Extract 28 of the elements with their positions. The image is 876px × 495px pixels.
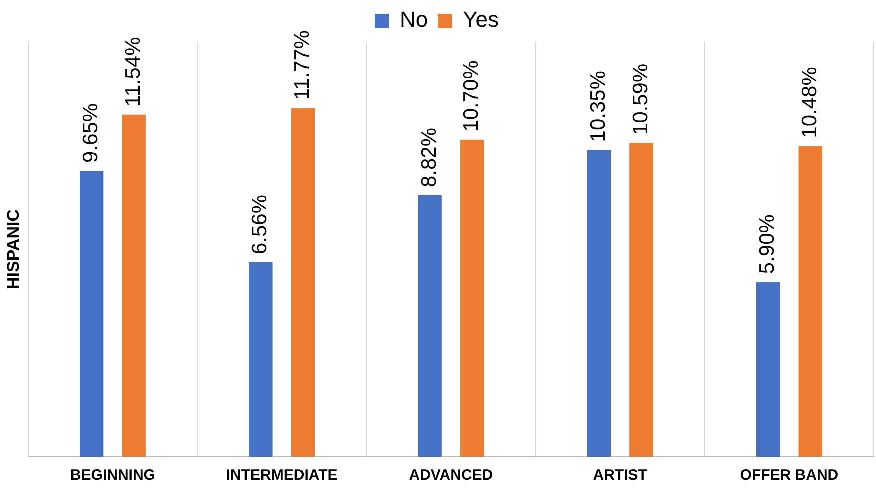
- bar: [460, 140, 484, 457]
- bar: [798, 146, 822, 457]
- legend-label: Yes: [463, 7, 500, 32]
- bar: [291, 108, 316, 457]
- legend-label: No: [400, 7, 428, 32]
- x-tick-label: INTERMEDIATE: [226, 467, 338, 484]
- bar: [630, 143, 654, 457]
- data-label: 5.90%: [756, 214, 780, 274]
- data-label: 8.82%: [418, 128, 441, 188]
- bar: [249, 262, 273, 457]
- data-label: 11.54%: [122, 37, 145, 107]
- data-label: 10.48%: [798, 67, 822, 138]
- x-tick-label: OFFER BAND: [740, 467, 839, 484]
- data-label: 10.59%: [629, 64, 652, 136]
- bar: [756, 282, 780, 457]
- x-tick-label: ADVANCED: [409, 467, 494, 484]
- x-tick-label: BEGINNING: [70, 467, 156, 484]
- bar: [122, 114, 146, 457]
- x-tick-label: ARTIST: [593, 467, 648, 484]
- bar: [418, 196, 442, 457]
- data-label: 11.77%: [291, 30, 314, 100]
- data-label: 9.65%: [80, 103, 103, 163]
- data-label: 10.35%: [586, 70, 610, 142]
- bar: [80, 170, 104, 457]
- data-label: 6.56%: [248, 194, 272, 255]
- bar: [587, 150, 612, 457]
- y-axis-title: HISPANIC: [4, 210, 23, 290]
- data-label: 10.70%: [460, 60, 484, 132]
